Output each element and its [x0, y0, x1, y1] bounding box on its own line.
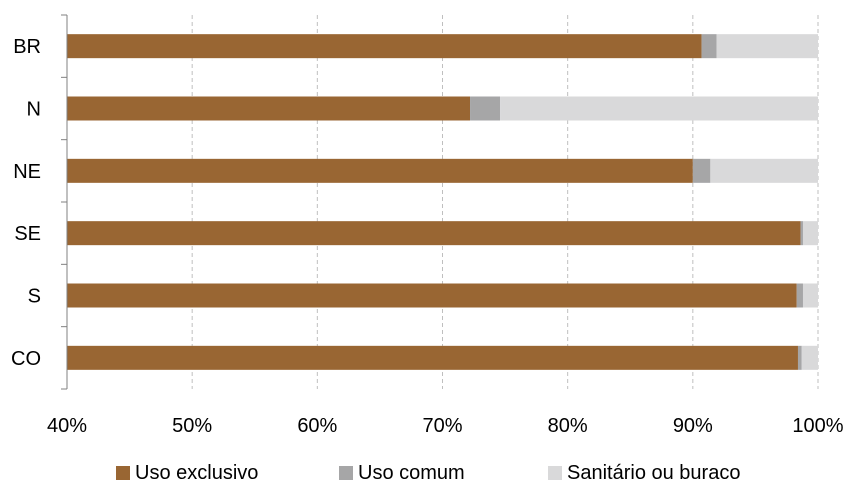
bar-co-uso-comum [797, 345, 802, 370]
bar-ne-uso-exclusivo [67, 158, 693, 183]
y-tick-label-n: N [27, 99, 41, 121]
bar-co-sanit-rio-ou-buraco [801, 345, 818, 370]
legend-label-uso-exclusivo: Uso exclusivo [135, 462, 258, 484]
x-tick-label-100: 100% [792, 415, 843, 437]
y-tick-labels: BR N NE SE S CO [11, 36, 41, 370]
axes [61, 14, 68, 390]
x-tick-label-40: 40% [47, 415, 87, 437]
bar-s-uso-comum [796, 283, 803, 308]
legend-swatch-uso-comum [339, 466, 353, 480]
legend-swatch-uso-exclusivo [116, 466, 130, 480]
bar-se-uso-exclusivo [67, 221, 801, 246]
y-tick-label-s: S [28, 286, 41, 308]
y-tick-label-co: CO [11, 348, 41, 370]
x-tick-label-50: 50% [172, 415, 212, 437]
x-tick-label-70: 70% [422, 415, 462, 437]
legend-label-sanit-rio-ou-buraco: Sanitário ou buraco [567, 462, 740, 484]
legend-swatch-sanit-rio-ou-buraco [548, 466, 562, 480]
bar-se-sanit-rio-ou-buraco [802, 221, 818, 246]
bar-n-sanit-rio-ou-buraco [500, 96, 818, 121]
bar-br-uso-comum [701, 34, 717, 59]
bar-br-uso-exclusivo [67, 34, 702, 59]
bar-br-sanit-rio-ou-buraco [716, 34, 818, 59]
grid-lines [191, 15, 819, 389]
y-tick-label-se: SE [14, 223, 41, 245]
bar-s-uso-exclusivo [67, 283, 797, 308]
legend-label-uso-comum: Uso comum [358, 462, 465, 484]
legend: Uso exclusivo Uso comum Sanitário ou burac… [116, 462, 740, 484]
bar-co-uso-exclusivo [67, 345, 798, 370]
x-tick-labels: 40% 50% 60% 70% 80% 90% 100% [47, 415, 844, 437]
bar-n-uso-exclusivo [67, 96, 471, 121]
y-tick-label-br: BR [13, 36, 41, 58]
bar-ne-uso-comum [692, 158, 711, 183]
x-tick-label-60: 60% [297, 415, 337, 437]
bar-s-sanit-rio-ou-buraco [802, 283, 818, 308]
x-tick-label-90: 90% [673, 415, 713, 437]
bar-se-uso-comum [800, 221, 803, 246]
x-tick-label-80: 80% [548, 415, 588, 437]
bar-ne-sanit-rio-ou-buraco [710, 158, 818, 183]
y-tick-label-ne: NE [13, 161, 41, 183]
bar-n-uso-comum [470, 96, 501, 121]
bars [67, 34, 818, 370]
